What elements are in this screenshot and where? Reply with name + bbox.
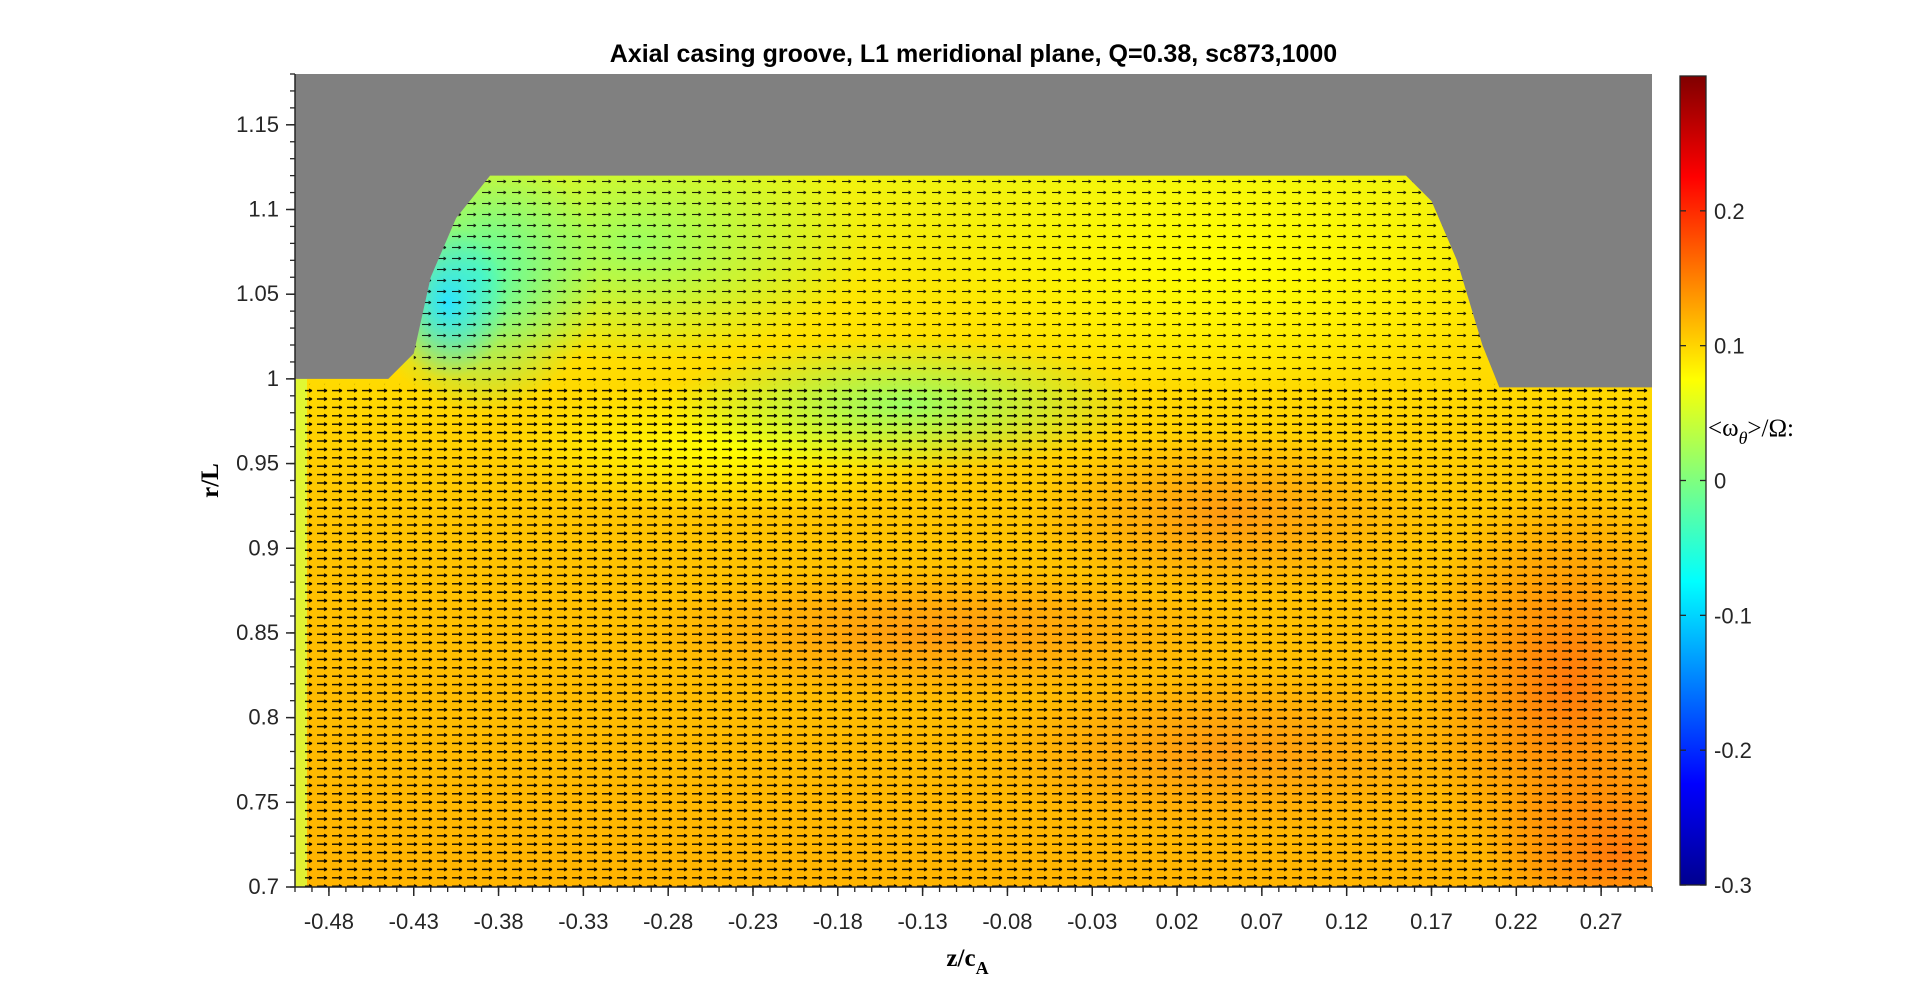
y-tick-label: 0.7 (248, 874, 279, 899)
y-tick-label: 0.75 (236, 789, 279, 814)
colorbar-label: <ωθ>/Ω: (1708, 415, 1794, 448)
colorbar-label-prefix: <ω (1708, 415, 1739, 442)
x-tick-label: -0.13 (898, 909, 948, 934)
colorbar: -0.3 -0.2 -0.1 0 0.1 0.2 (1679, 75, 1752, 898)
x-tick-label: 0.17 (1410, 909, 1453, 934)
x-tick-label: -0.23 (728, 909, 778, 934)
vorticity-field (295, 74, 1652, 887)
y-tick-label: 1 (267, 366, 279, 391)
y-tick-label: 1.05 (236, 281, 279, 306)
x-axis-label-subscript: A (976, 958, 989, 978)
axes: 0.7 0.75 0.8 0.85 0.9 0.95 1 1.05 1.1 1.15 -0.48 -0… (236, 73, 1653, 934)
groove-velocity-vectors (413, 175, 1483, 384)
x-tick-label: 0.22 (1495, 909, 1538, 934)
casing-solid-region (295, 74, 1652, 388)
colorbar-tick-label: 0.1 (1714, 334, 1745, 359)
x-tick-label: -0.48 (304, 909, 354, 934)
x-tick-label: 0.07 (1240, 909, 1283, 934)
y-tick-label: 1.15 (236, 112, 279, 137)
colorbar-label-suffix: >/Ω: (1747, 415, 1794, 442)
inlet-strip (295, 378, 307, 887)
x-tick-label: -0.03 (1067, 909, 1117, 934)
y-tick-label: 0.9 (248, 535, 279, 560)
colorbar-tick-label: 0 (1714, 469, 1726, 494)
chart-title: Axial casing groove, L1 meridional plane… (610, 40, 1337, 68)
x-tick-label: -0.08 (982, 909, 1032, 934)
colorbar-tick-label: -0.2 (1714, 738, 1752, 763)
y-axis-label: r/L (197, 463, 224, 498)
y-tick-label: 0.8 (248, 705, 279, 730)
x-tick-label: 0.27 (1580, 909, 1623, 934)
y-tick-label: 1.1 (248, 197, 279, 222)
colorbar-label-subscript: θ (1739, 428, 1748, 448)
x-tick-label: 0.02 (1156, 909, 1199, 934)
x-tick-label: -0.28 (643, 909, 693, 934)
velocity-vectors (305, 383, 1652, 887)
y-tick-label: 0.95 (236, 451, 279, 476)
x-tick-label: -0.18 (813, 909, 863, 934)
x-axis-label-main: z/c (946, 945, 975, 972)
colorbar-tick-label: 0.2 (1714, 199, 1745, 224)
x-tick-label: -0.43 (389, 909, 439, 934)
colorbar-tick-label: -0.3 (1714, 873, 1752, 898)
y-tick-label: 0.85 (236, 620, 279, 645)
colorbar-tick-label: -0.1 (1714, 603, 1752, 628)
x-axis-label: z/cA (946, 945, 988, 978)
x-tick-label: -0.38 (473, 909, 523, 934)
x-tick-label: 0.12 (1325, 909, 1368, 934)
x-tick-label: -0.33 (558, 909, 608, 934)
